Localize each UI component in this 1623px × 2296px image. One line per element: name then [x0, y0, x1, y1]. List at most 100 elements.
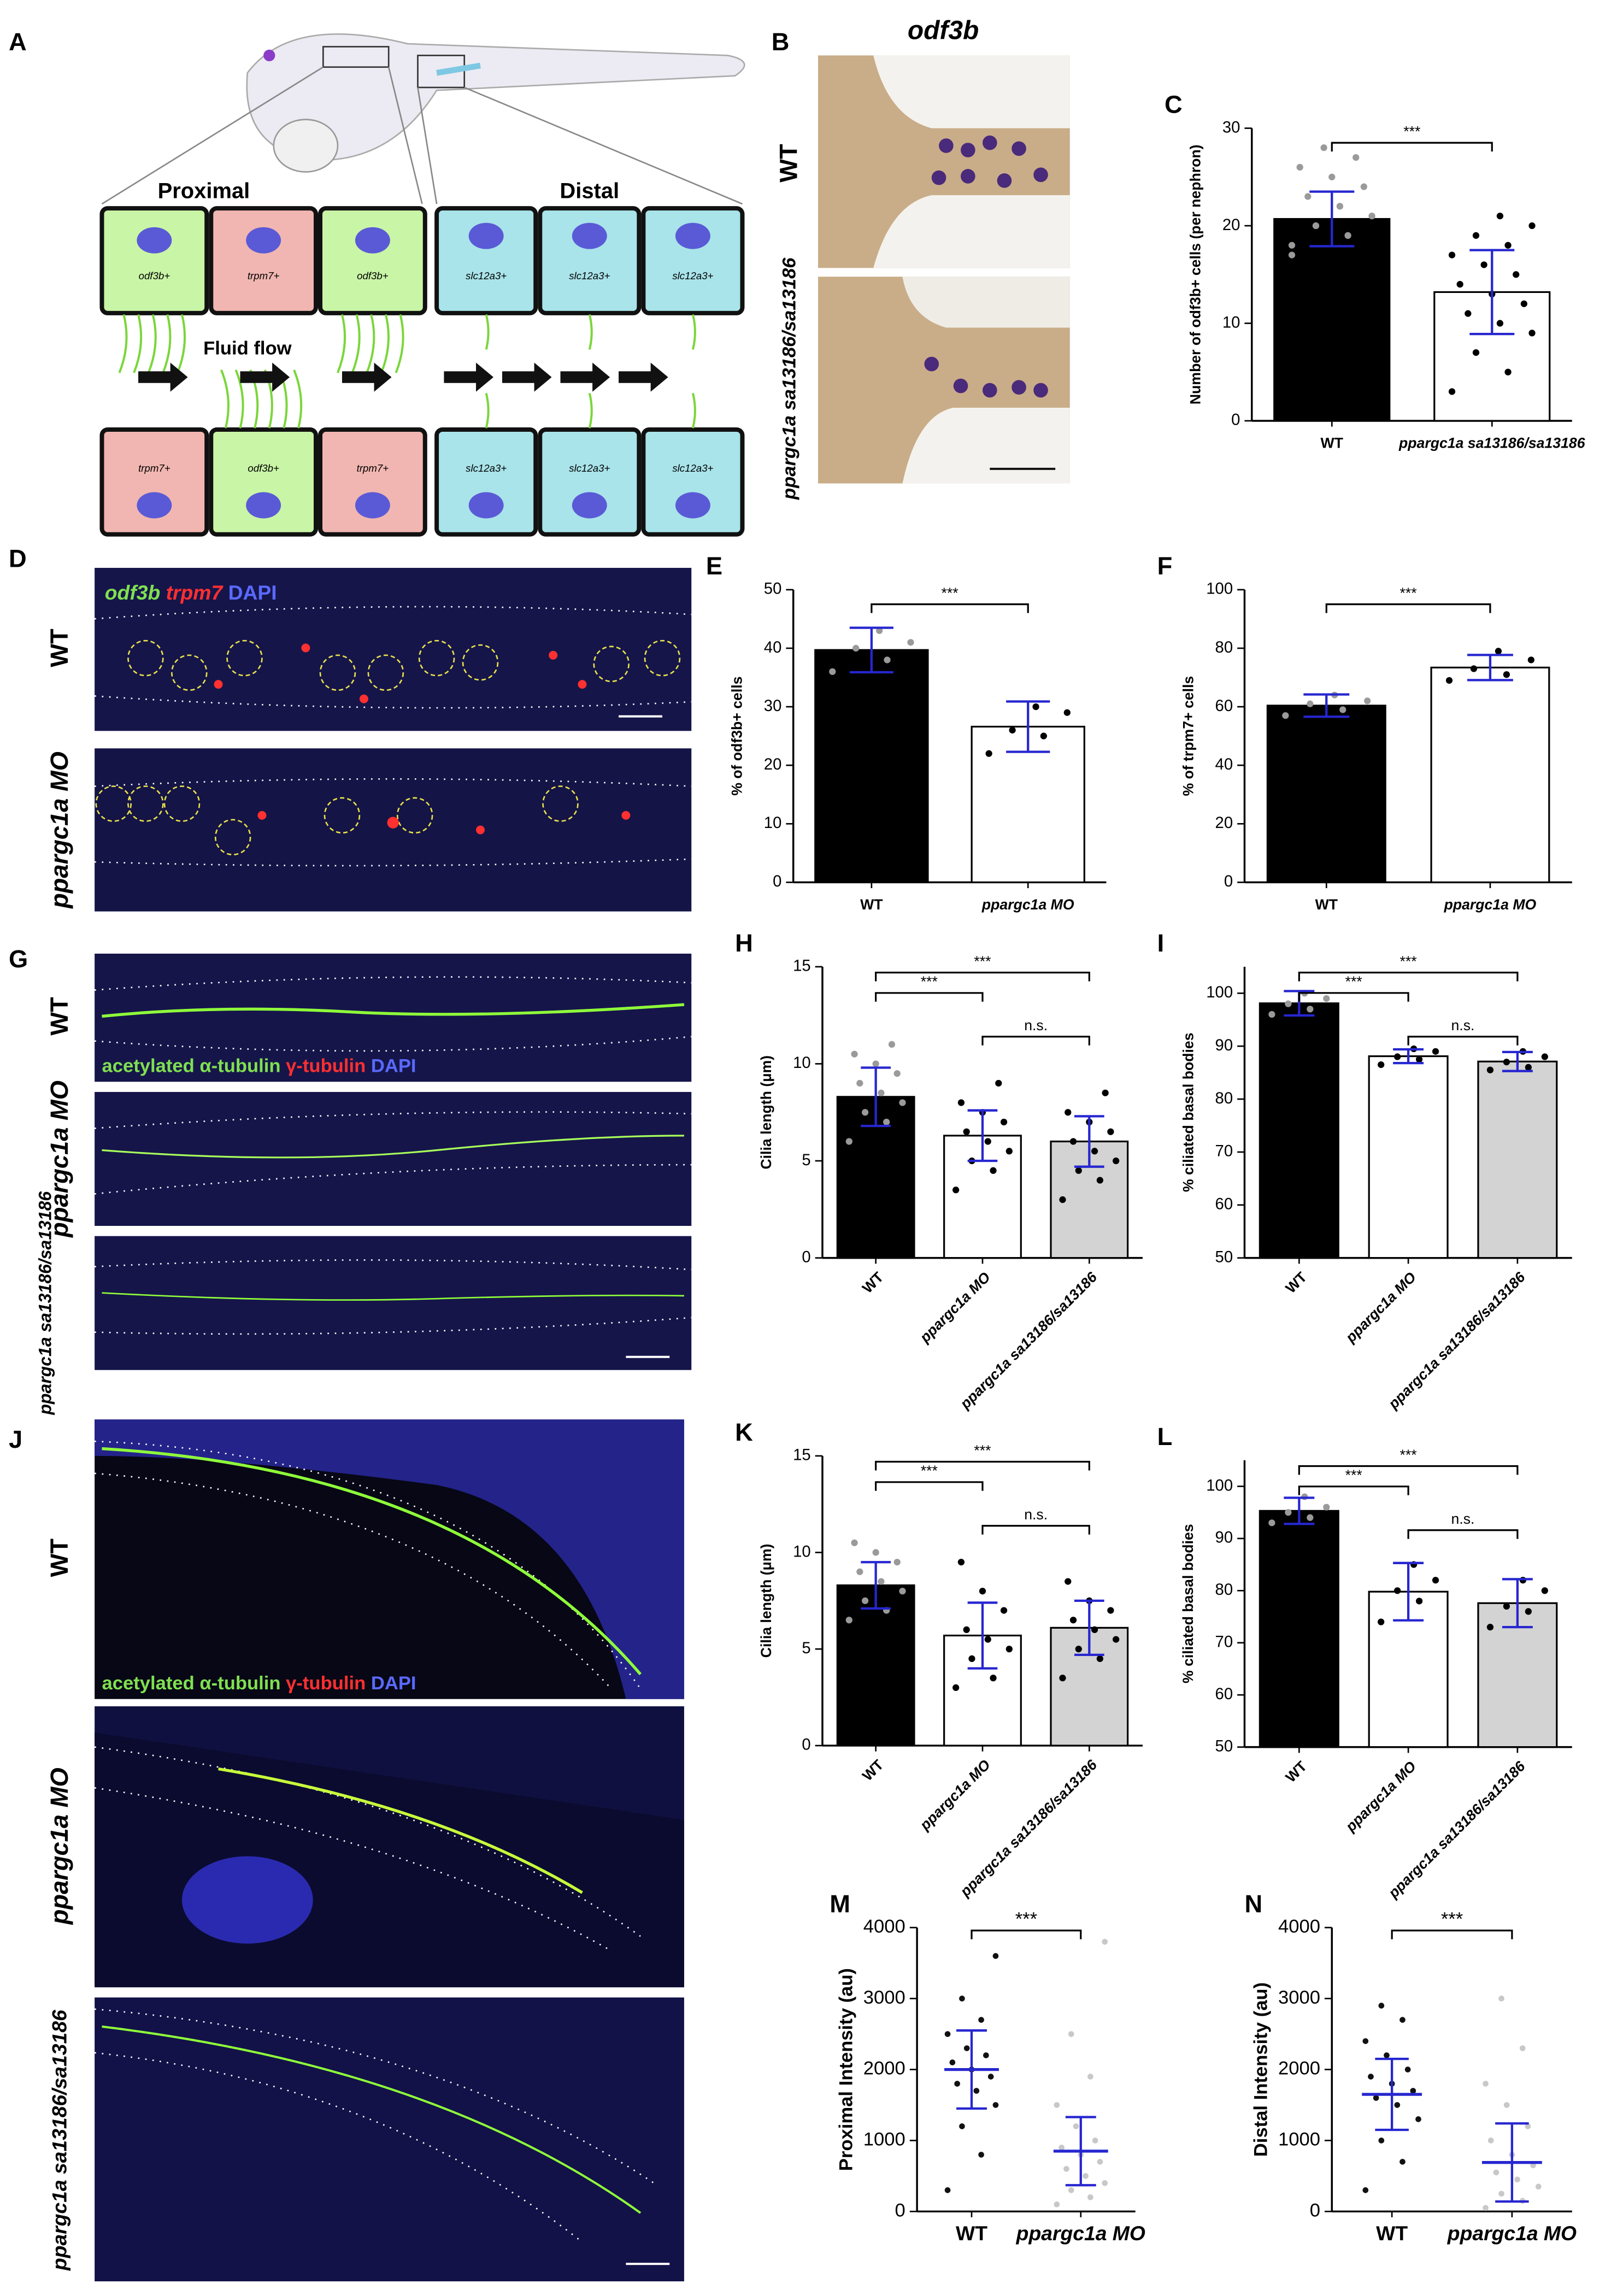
data-point — [1054, 2201, 1060, 2207]
panel-letter: K — [735, 1418, 753, 1446]
y-tick-label: 60 — [1215, 697, 1233, 715]
data-point — [1525, 1608, 1532, 1615]
data-point — [1069, 1617, 1077, 1624]
row-label: WT — [45, 629, 73, 667]
significance-bracket — [981, 1525, 1090, 1535]
cell-label: slc12a3+ — [466, 462, 507, 474]
bar — [1368, 1055, 1449, 1259]
bar — [1273, 218, 1391, 422]
stain: DAPI — [228, 581, 277, 604]
data-point — [878, 1089, 885, 1096]
data-point — [861, 1597, 869, 1605]
data-point — [1504, 368, 1512, 375]
stain: odf3b — [105, 581, 160, 604]
panel-letter: M — [830, 1890, 850, 1918]
data-point — [1483, 2081, 1489, 2087]
error-bar — [849, 626, 893, 674]
x-tick-label: WT — [1315, 896, 1338, 913]
data-point — [978, 2152, 984, 2158]
data-point — [1336, 203, 1344, 210]
data-point — [1059, 1675, 1066, 1682]
stain: DAPI — [371, 1056, 416, 1077]
significance-bracket — [875, 1460, 1090, 1471]
significance-label: *** — [942, 585, 958, 601]
diagram-label: Fluid flow — [203, 338, 292, 359]
x-tick-label: ppargc1a MO — [1016, 2222, 1145, 2245]
data-point — [1503, 1059, 1510, 1066]
data-point — [1415, 1056, 1423, 1063]
y-tick-label: 50 — [1215, 1737, 1233, 1755]
data-point — [1285, 1509, 1292, 1516]
data-point — [1496, 213, 1504, 220]
panel-letter: G — [9, 945, 28, 973]
y-tick-label: 80 — [1215, 638, 1233, 656]
data-point — [992, 2102, 999, 2108]
y-tick-label: 5 — [802, 1151, 810, 1169]
y-tick-label: 70 — [1215, 1142, 1233, 1160]
data-point — [1102, 2180, 1108, 2186]
data-point — [992, 1953, 999, 1959]
error-bar — [1074, 1599, 1104, 1656]
y-axis-title: % of trpm7+ cells — [1180, 676, 1196, 796]
data-point — [1368, 2074, 1374, 2080]
panel-letter: D — [9, 545, 27, 573]
significance-bracket — [1407, 1036, 1519, 1046]
data-point — [1432, 1048, 1439, 1055]
data-point — [1486, 1066, 1494, 1073]
data-point — [1344, 232, 1351, 239]
y-axis-title: Cilia length (μm) — [758, 1055, 774, 1170]
data-point — [1373, 2095, 1379, 2101]
data-point — [1535, 2183, 1542, 2190]
cell-label: trpm7+ — [138, 462, 170, 474]
error-bar — [861, 1561, 891, 1610]
cell-label: odf3b+ — [139, 270, 170, 281]
data-point — [1282, 712, 1289, 719]
data-point — [845, 1617, 852, 1624]
y-tick-label: 0 — [1310, 2200, 1320, 2221]
row-label: ppargc1a sa13186/sa13186 — [36, 1191, 55, 1416]
data-point — [899, 1588, 906, 1595]
row-label: WT — [774, 144, 802, 183]
x-tick-label: WT — [859, 1269, 886, 1296]
error-bar — [956, 2029, 987, 2110]
data-point — [954, 2081, 960, 2087]
data-point — [1000, 1607, 1008, 1614]
panel-letter: B — [772, 28, 790, 56]
data-point — [1068, 2031, 1074, 2037]
bar — [1266, 704, 1386, 883]
y-axis-title: Distal Intensity (au) — [1251, 1982, 1272, 2157]
panel-letter: J — [9, 1425, 22, 1453]
data-point — [1307, 700, 1314, 707]
significance-bracket — [1407, 1529, 1519, 1539]
cell-label: odf3b+ — [357, 270, 389, 281]
data-point — [990, 1167, 997, 1174]
x-tick-label: WT — [1321, 435, 1343, 451]
data-point — [1063, 2166, 1069, 2172]
data-point — [1378, 2003, 1385, 2009]
data-point — [1113, 1636, 1120, 1643]
y-tick-label: 50 — [764, 580, 782, 598]
data-point — [1087, 2074, 1093, 2080]
significance-label: n.s. — [1451, 1017, 1475, 1034]
data-point — [851, 1539, 858, 1547]
data-point — [1288, 242, 1296, 249]
data-point — [1000, 1118, 1008, 1126]
data-point — [856, 1079, 863, 1087]
data-point — [1069, 1138, 1077, 1145]
significance-bracket — [1325, 603, 1491, 613]
error-bar — [1006, 700, 1050, 753]
row-label: ppargc1a MO — [45, 751, 73, 909]
error-bar — [1309, 190, 1355, 248]
bar — [1477, 1060, 1558, 1259]
data-point — [852, 644, 860, 652]
data-point — [959, 1995, 965, 2002]
data-point — [1065, 1109, 1072, 1116]
y-tick-label: 80 — [1215, 1581, 1233, 1599]
image-g: acetylated α-tubulin γ-tubulin DAPI WT p… — [36, 953, 692, 1416]
panel-letter: A — [9, 28, 27, 56]
data-point — [1107, 1128, 1114, 1135]
significance-label: n.s. — [1451, 1511, 1475, 1527]
data-point — [1528, 222, 1536, 230]
x-tick-label: WT — [1283, 1269, 1310, 1296]
